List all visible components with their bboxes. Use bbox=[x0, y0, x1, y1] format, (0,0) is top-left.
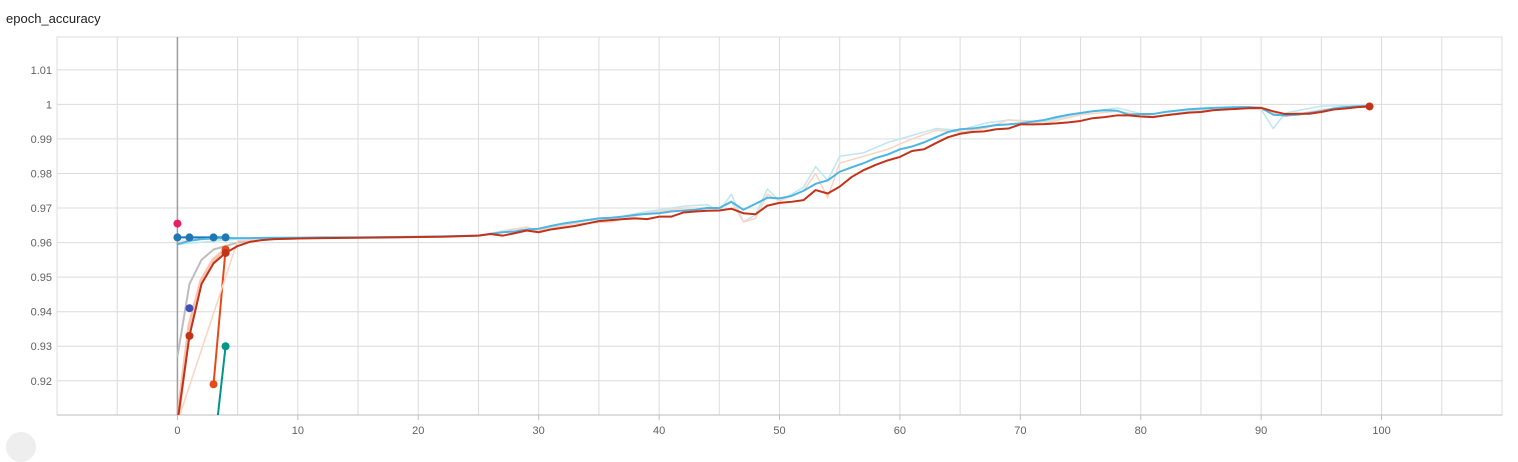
x-tick-label: 60 bbox=[894, 425, 906, 437]
x-tick-label: 20 bbox=[412, 425, 424, 437]
series-line-8[interactable] bbox=[176, 104, 1371, 246]
y-tick-label: 0.94 bbox=[31, 307, 52, 319]
y-tick-label: 1 bbox=[46, 99, 52, 111]
line-chart[interactable]: 0 10 20 30 40 50 60 70 80 90 100 0.92 0.93 0.94 0.95 0.… bbox=[0, 0, 1518, 443]
data-point-6[interactable] bbox=[221, 342, 230, 351]
x-tick-label: 30 bbox=[533, 425, 545, 437]
data-point-7[interactable] bbox=[173, 219, 182, 228]
y-tick-label: 1.01 bbox=[31, 65, 52, 77]
corner-circle-icon bbox=[6, 432, 36, 462]
data-point-4[interactable] bbox=[173, 233, 182, 242]
series-line-9[interactable] bbox=[177, 105, 1371, 422]
x-tick-label: 50 bbox=[773, 425, 785, 437]
y-tick-label: 0.99 bbox=[31, 134, 52, 146]
data-point-5[interactable] bbox=[185, 304, 194, 313]
data-point-4[interactable] bbox=[209, 233, 218, 242]
data-point-11[interactable] bbox=[185, 331, 194, 340]
grid bbox=[56, 36, 1503, 416]
x-tick-label: 80 bbox=[1135, 425, 1147, 437]
y-tick-label: 0.93 bbox=[31, 341, 52, 353]
x-tick-label: 10 bbox=[292, 425, 304, 437]
x-tick-label: 90 bbox=[1255, 425, 1267, 437]
x-tick-label: 100 bbox=[1372, 425, 1390, 437]
axes: 0 10 20 30 40 50 60 70 80 90 100 0.92 0.93 0.94 0.95 0.… bbox=[31, 37, 1502, 437]
series-line-3[interactable] bbox=[212, 248, 227, 386]
y-tick-label: 0.95 bbox=[31, 272, 52, 284]
series-line-6[interactable] bbox=[216, 345, 227, 432]
x-tick-label: 70 bbox=[1014, 425, 1026, 437]
data-point-11[interactable] bbox=[1365, 102, 1374, 111]
marker-layer bbox=[173, 102, 1374, 437]
data-point-3[interactable] bbox=[209, 380, 218, 389]
x-tick-label: 0 bbox=[174, 425, 180, 437]
y-tick-label: 0.97 bbox=[31, 203, 52, 215]
y-tick-label: 0.96 bbox=[31, 238, 52, 250]
data-point-6[interactable] bbox=[212, 429, 220, 437]
x-tick-label: 40 bbox=[653, 425, 665, 437]
chart-title: epoch_accuracy bbox=[6, 11, 101, 26]
data-point-4[interactable] bbox=[221, 233, 230, 242]
data-point-4[interactable] bbox=[185, 233, 194, 242]
data-point-11[interactable] bbox=[221, 248, 230, 257]
series-line-11[interactable] bbox=[177, 105, 1371, 422]
y-tick-label: 0.92 bbox=[31, 376, 52, 388]
series-layer bbox=[176, 104, 1371, 432]
y-tick-label: 0.98 bbox=[31, 168, 52, 180]
series-line-10[interactable] bbox=[176, 104, 1371, 246]
